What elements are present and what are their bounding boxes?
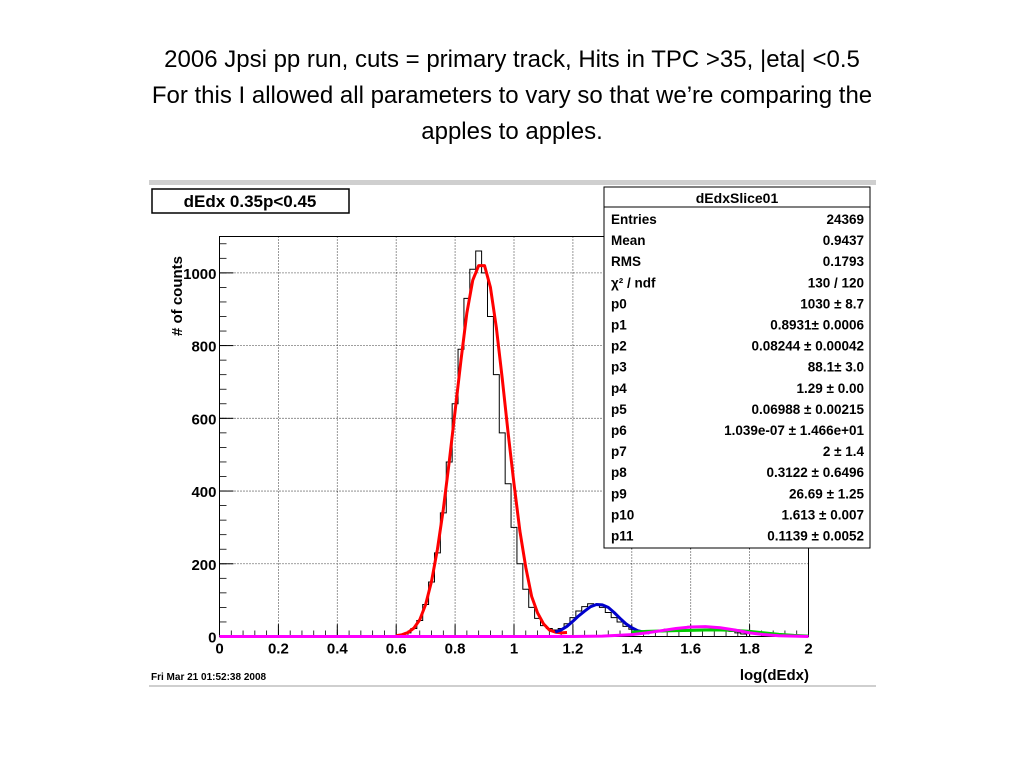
data-series [219, 250, 809, 638]
slide-title-line-2: For this I allowed all parameters to var… [151, 82, 873, 109]
stats-row-value: 0.1793 [823, 254, 865, 269]
stats-row-name: p4 [611, 381, 627, 396]
canvas-bottom-border [149, 685, 876, 687]
stats-row-value: 1.29 ± 0.00 [797, 381, 864, 396]
stats-row-name: p1 [611, 318, 627, 333]
stats-row-value: 0.8931± 0.0006 [770, 318, 864, 333]
stats-row-name: χ² / ndf [611, 275, 656, 290]
stats-row-value: 0.1139 ± 0.0052 [767, 529, 864, 544]
chart-title: dEdx 0.35p<0.45 [184, 192, 317, 211]
y-tick-label: 1000 [183, 266, 216, 283]
stats-row-name: p7 [611, 444, 627, 459]
stats-row-value: 1.613 ± 0.007 [782, 507, 864, 522]
stats-row-name: p9 [611, 486, 627, 501]
fit-curve-4 [219, 625, 809, 638]
stats-row-name: p0 [611, 296, 627, 311]
stats-row-name: p8 [611, 465, 627, 480]
histogram-chart: 0 0.2 0.4 0.6 0.8 1 1.2 1.4 1.6 1.8 2 0 200 400 600 800… [151, 186, 871, 684]
stats-row-name: RMS [611, 254, 641, 269]
x-tick-label: 1.4 [621, 641, 643, 658]
x-tick-label: 0 [215, 641, 223, 658]
canvas-timestamp: Fri Mar 21 01:52:38 2008 [151, 672, 267, 683]
stats-row-value: 26.69 ± 1.25 [789, 486, 864, 501]
fit-curve-2 [554, 603, 650, 635]
stats-row-name: p2 [611, 339, 627, 354]
stats-row-value: 24369 [826, 212, 864, 227]
x-axis-label: log(dEdx) [740, 667, 809, 684]
stats-row-value: 0.9437 [823, 233, 864, 248]
stats-row-name: p3 [611, 360, 627, 375]
x-tick-label: 1.6 [680, 641, 701, 658]
chart-title-box [151, 188, 350, 214]
stats-row-value: 1.039e-07 ± 1.466e+01 [724, 423, 864, 438]
x-tick-label: 0.4 [327, 641, 349, 658]
x-tick-label: 1.8 [739, 641, 760, 658]
x-tick-label: 0.6 [386, 641, 407, 658]
slide-title-line-3: apples to apples. [421, 118, 603, 145]
y-tick-label: 200 [191, 557, 216, 574]
stats-row-value: 0.06988 ± 0.00215 [751, 402, 864, 417]
canvas-top-border [149, 180, 876, 185]
stats-row-value: 88.1± 3.0 [808, 360, 864, 375]
stats-box-title: dEdxSlice01 [696, 190, 779, 206]
x-tick-label: 1 [510, 641, 518, 658]
slide-title: 2006 Jpsi pp run, cuts = primary track, … [40, 42, 984, 150]
axis-tick-labels: 0 0.2 0.4 0.6 0.8 1 1.2 1.4 1.6 1.8 2 0 200 400 600 800… [183, 266, 813, 658]
stats-box: dEdxSlice01 Entries 24369 Mean 0.9437 RMS 0.1… [603, 186, 871, 549]
stats-row-value: 0.3122 ± 0.6496 [767, 465, 865, 480]
x-tick-label: 2 [804, 641, 812, 658]
stats-row-name: p10 [611, 507, 634, 522]
y-axis-label: # of counts [169, 256, 186, 336]
y-tick-label: 800 [191, 339, 216, 356]
stats-row-name: p5 [611, 402, 627, 417]
root-canvas: 0 0.2 0.4 0.6 0.8 1 1.2 1.4 1.6 1.8 2 0 200 400 600 800… [149, 180, 876, 687]
x-tick-label: 0.8 [445, 641, 466, 658]
y-tick-label: 0 [208, 630, 216, 647]
stats-box-frame [603, 186, 871, 549]
stats-row-value: 1030 ± 8.7 [800, 296, 864, 311]
stats-row-value: 0.08244 ± 0.00042 [751, 339, 864, 354]
y-tick-label: 600 [191, 411, 216, 428]
stats-row-value: 2 ± 1.4 [823, 444, 865, 459]
stats-row-name: p6 [611, 423, 627, 438]
stats-row-name: p11 [611, 529, 634, 544]
fit-curve-1 [395, 264, 568, 638]
x-tick-label: 1.2 [562, 641, 583, 658]
slide-title-line-1: 2006 Jpsi pp run, cuts = primary track, … [164, 46, 860, 73]
stats-row-name: Mean [611, 233, 646, 248]
stats-row-value: 130 / 120 [808, 275, 864, 290]
y-tick-label: 400 [191, 484, 216, 501]
stats-row-name: Entries [611, 212, 657, 227]
x-tick-label: 0.2 [268, 641, 289, 658]
